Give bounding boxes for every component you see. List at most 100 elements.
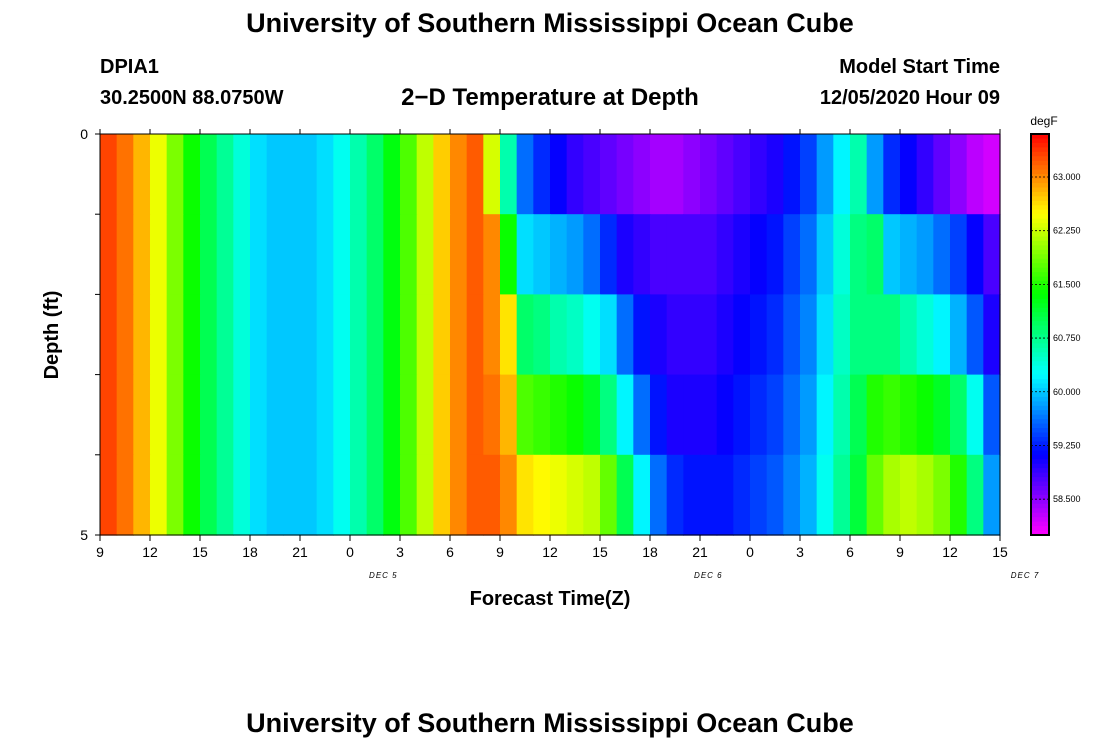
colorbar-segment — [1031, 463, 1049, 469]
heatmap-cell — [366, 374, 384, 456]
heatmap-cell — [633, 374, 651, 456]
heatmap-cell — [550, 374, 568, 456]
heatmap-cell — [700, 214, 718, 295]
heatmap-cell — [516, 134, 534, 215]
heatmap-cell — [350, 374, 368, 456]
heatmap-cell — [533, 294, 551, 376]
heatmap-cell — [716, 134, 734, 215]
colorbar-segment — [1031, 254, 1049, 260]
heatmap-cell — [483, 374, 501, 456]
x-axis: 9 12 15 18 21 0 3 6 9 12 15 18 21 0 3 6 9 12 15 DEC 5 DEC 6 D… — [96, 129, 1040, 580]
heatmap-cell — [916, 374, 934, 456]
colorbar-segment — [1031, 410, 1049, 416]
heatmap-cell — [200, 214, 218, 295]
colorbar-segment — [1031, 285, 1049, 291]
colorbar-segment — [1031, 517, 1049, 523]
heatmap-cell — [600, 294, 618, 376]
heatmap-cell — [283, 134, 301, 215]
heatmap-cell — [900, 294, 918, 376]
colorbar-segment — [1031, 205, 1049, 211]
heatmap-cell — [600, 454, 618, 536]
heatmap-cell — [250, 294, 268, 376]
heatmap-cell — [783, 374, 801, 456]
x-tick-label: 15 — [992, 544, 1008, 560]
heatmap-cell — [866, 454, 884, 536]
day-label: DEC 5 — [369, 571, 398, 580]
colorbar-segment — [1031, 289, 1049, 295]
heatmap-cell — [200, 374, 218, 456]
heatmap-cell — [216, 134, 234, 215]
heatmap-cell — [350, 214, 368, 295]
heatmap-cell — [683, 294, 701, 376]
heatmap-cells — [100, 134, 1001, 536]
colorbar-segment — [1031, 227, 1049, 233]
heatmap-cell — [483, 294, 501, 376]
x-tick-label: 0 — [746, 544, 754, 560]
colorbar-tick-label: 60.750 — [1053, 333, 1081, 343]
heatmap-cell — [266, 294, 284, 376]
heatmap-cell — [866, 214, 884, 295]
x-tick-label: 21 — [692, 544, 708, 560]
heatmap-cell — [800, 294, 818, 376]
colorbar-segment — [1031, 477, 1049, 483]
colorbar: 63.000 62.250 61.500 60.750 60.000 59.250 58.5… — [1030, 133, 1081, 536]
y-tick-label: 0 — [80, 126, 88, 142]
heatmap-cell — [800, 374, 818, 456]
x-tick-label: 12 — [542, 544, 558, 560]
heatmap-cell — [316, 374, 334, 456]
heatmap-cell — [816, 294, 834, 376]
heatmap-cell — [116, 454, 134, 536]
heatmap-cell — [850, 454, 868, 536]
heatmap-cell — [950, 214, 968, 295]
day-label: DEC 7 — [1011, 571, 1040, 580]
heatmap-cell — [566, 454, 584, 536]
heatmap-cell — [966, 374, 984, 456]
heatmap-cell — [766, 294, 784, 376]
heatmap-cell — [933, 294, 951, 376]
heatmap-cell — [133, 134, 151, 215]
colorbar-segment — [1031, 165, 1049, 171]
heatmap-cell — [233, 214, 251, 295]
colorbar-segment — [1031, 485, 1049, 492]
heatmap-cell — [183, 294, 201, 376]
colorbar-segment — [1031, 343, 1049, 349]
colorbar-segment — [1031, 396, 1049, 402]
heatmap-cell — [283, 294, 301, 376]
heatmap-cell — [483, 134, 501, 215]
heatmap-cell — [233, 134, 251, 215]
heatmap-cell — [450, 214, 468, 295]
colorbar-segment — [1031, 312, 1049, 318]
heatmap-cell — [850, 134, 868, 215]
heatmap-cell — [333, 294, 351, 376]
heatmap-cell — [533, 134, 551, 215]
heatmap-cell — [983, 294, 1001, 376]
colorbar-tick-label: 59.250 — [1053, 440, 1081, 450]
heatmap-cell — [666, 454, 684, 536]
heatmap-cell — [566, 214, 584, 295]
heatmap-cell — [983, 374, 1001, 456]
heatmap-cell — [500, 374, 518, 456]
colorbar-segment — [1031, 267, 1049, 273]
colorbar-segment — [1031, 316, 1049, 322]
colorbar-segment — [1031, 365, 1049, 371]
heatmap-cell — [650, 454, 668, 536]
colorbar-segment — [1031, 503, 1049, 509]
x-tick-label: 6 — [446, 544, 454, 560]
heatmap-cell — [300, 134, 318, 215]
heatmap-cell — [666, 294, 684, 376]
heatmap-cell — [900, 214, 918, 295]
colorbar-segment — [1031, 530, 1049, 536]
heatmap-cell — [816, 454, 834, 536]
heatmap-cell — [616, 374, 634, 456]
heatmap-cell — [933, 374, 951, 456]
heatmap-cell — [750, 134, 768, 215]
heatmap-cell — [816, 374, 834, 456]
heatmap-cell — [516, 214, 534, 295]
heatmap-cell — [850, 294, 868, 376]
heatmap-cell — [350, 294, 368, 376]
heatmap-cell — [616, 134, 634, 215]
colorbar-segment — [1031, 370, 1049, 376]
colorbar-segment — [1031, 432, 1049, 438]
heatmap-cell — [733, 294, 751, 376]
heatmap-cell — [583, 454, 601, 536]
